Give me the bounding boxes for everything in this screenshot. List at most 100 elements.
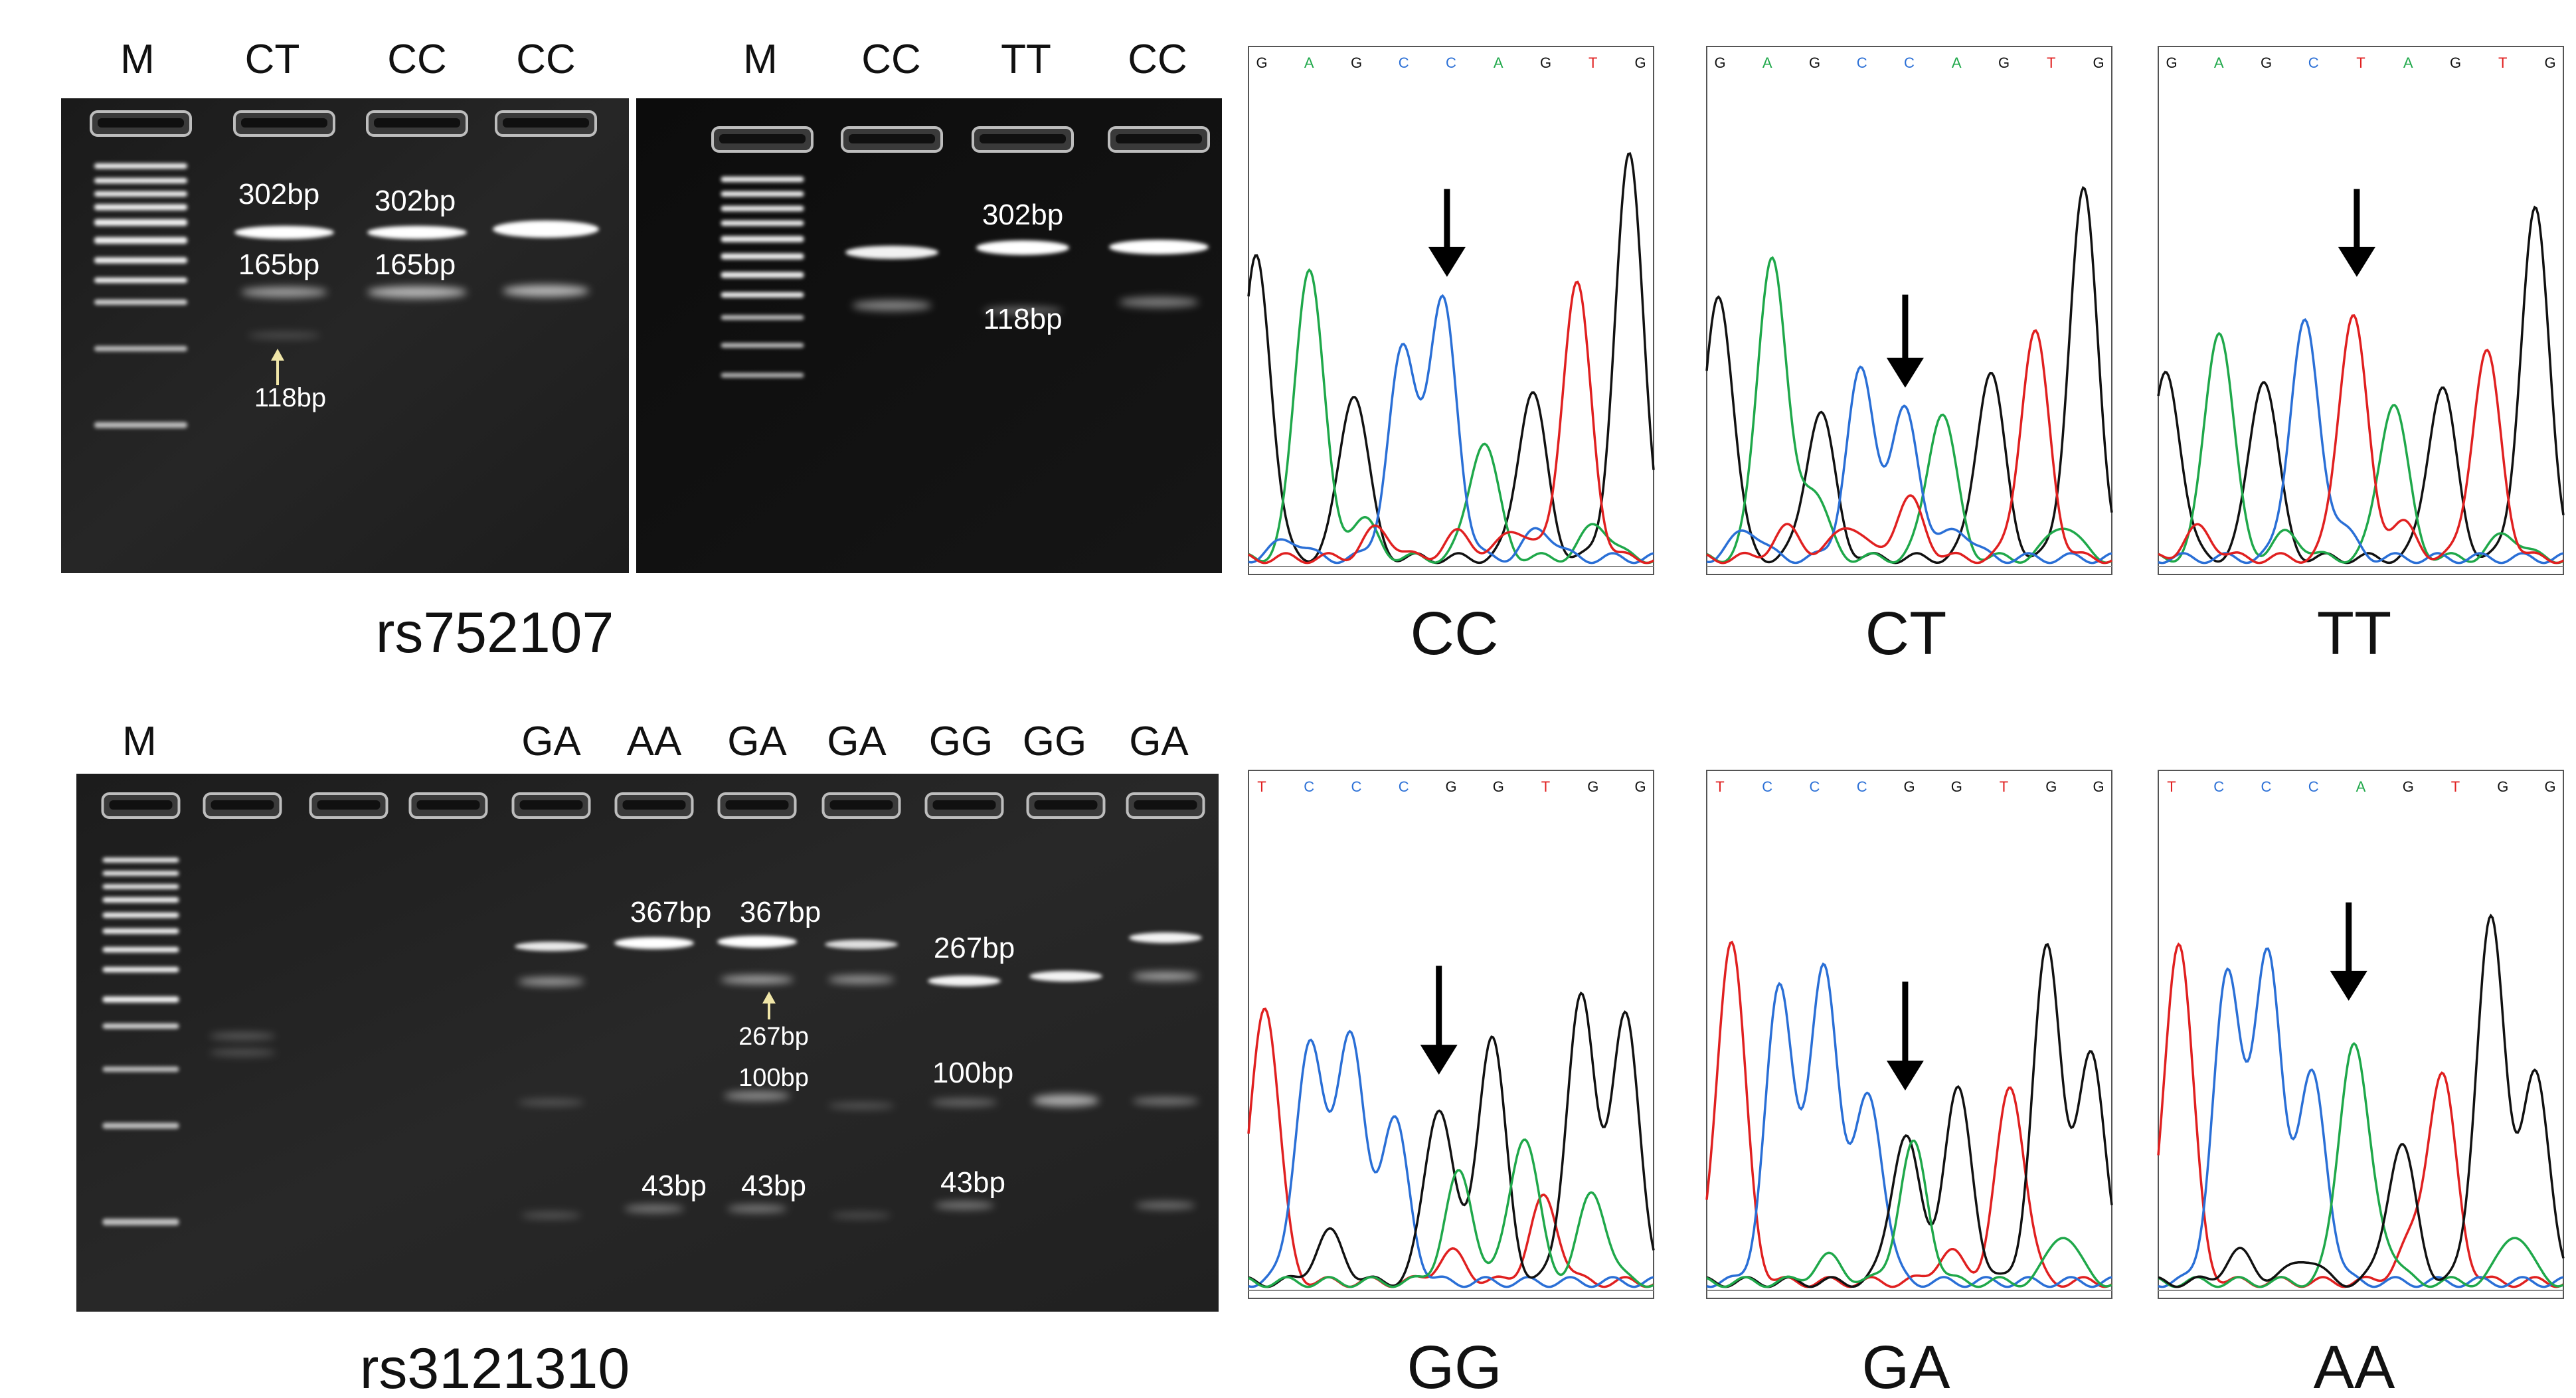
gel-band-faint [1132, 972, 1199, 980]
sequence-base: A [1304, 54, 1314, 71]
gel-well-inner [109, 800, 173, 810]
gel-band-faint [931, 1098, 997, 1106]
band-size-label: 302bp [375, 185, 456, 217]
trace-G [1705, 186, 2113, 565]
sequence-base: G [1493, 778, 1504, 795]
trace-C [2158, 318, 2564, 565]
lane-label: GA [827, 719, 887, 764]
trace-T [1248, 280, 1654, 565]
band-size-label: 100bp [738, 1064, 809, 1092]
genotype-label: AA [2314, 1334, 2395, 1398]
ladder-band [721, 220, 804, 226]
sequence-base: T [2498, 54, 2507, 71]
sequence-base: C [1904, 54, 1915, 71]
sequence-base: C [1399, 54, 1409, 71]
gel-band [367, 226, 467, 239]
sequence-base: T [2167, 778, 2176, 795]
sequence-base: G [2544, 54, 2555, 71]
gel-well-inner [719, 134, 806, 143]
gel-band-faint [727, 1205, 787, 1213]
trace-A [1248, 1138, 1654, 1288]
gel-band-faint [521, 1212, 581, 1219]
gel-well-inner [374, 118, 460, 128]
gel-well-inner [622, 800, 686, 810]
gel-band-faint [209, 1033, 276, 1039]
ladder-band [102, 1122, 179, 1129]
trace-C [1248, 1029, 1654, 1288]
sequence-base: C [1446, 54, 1456, 71]
sequence-base: C [2308, 54, 2319, 71]
genotype-label: GA [1862, 1334, 1951, 1398]
ladder-band [721, 272, 804, 278]
sequence-base: C [2308, 778, 2319, 795]
sequence-base: G [2403, 778, 2414, 795]
gel-band [1109, 240, 1209, 254]
band-size-label: 367bp [740, 896, 821, 928]
panel-title-rs3121310: rs3121310 [360, 1337, 630, 1398]
sequence-base: T [2000, 778, 2008, 795]
ladder-band [94, 219, 187, 226]
lane-label: CT [245, 37, 300, 82]
gel-band-faint [241, 287, 327, 298]
sequence-base: T [2047, 54, 2055, 71]
lane-label: CC [516, 37, 576, 82]
trace-G [2157, 205, 2565, 565]
lane-label: GA [727, 719, 787, 764]
ladder-band [721, 253, 804, 260]
ladder-band [721, 177, 804, 182]
gel-band-faint [209, 1049, 276, 1056]
lane-label: CC [1128, 37, 1187, 82]
band-size-label: 118bp [983, 303, 1062, 335]
sequence-base: G [2045, 778, 2057, 795]
chromatogram-frame [2158, 770, 2564, 1299]
trace-C [2158, 947, 2564, 1288]
gel-band-faint [721, 976, 794, 984]
sequence-base: G [2093, 778, 2104, 795]
ladder-band [721, 191, 804, 197]
gel-band-faint [1132, 1097, 1199, 1105]
sequence-base: G [1634, 54, 1646, 71]
sequence-base: G [2450, 54, 2461, 71]
band-size-label: 165bp [375, 248, 456, 281]
lane-label: AA [627, 719, 682, 764]
gel-band [614, 937, 694, 949]
lane-label: M [743, 37, 778, 82]
band-size-label: 302bp [238, 178, 319, 211]
band-pointer-arrow [762, 992, 776, 1019]
sequence-base: G [1998, 54, 2010, 71]
sequence-base: T [1541, 778, 1550, 795]
snp-arrow [1420, 966, 1458, 1075]
trace-A [1706, 1139, 2112, 1288]
sequence-base: T [1257, 778, 1266, 795]
sequence-base: G [1809, 54, 1820, 71]
sequence-base: T [2356, 54, 2365, 71]
sequence-base: G [1351, 54, 1362, 71]
trace-A [1248, 268, 1654, 565]
sequence-base: A [1952, 54, 1962, 71]
lane-label: GG [1023, 719, 1086, 764]
gel-band-faint [1119, 297, 1199, 307]
sequence-base: C [1857, 778, 1867, 795]
ladder-band [721, 343, 804, 348]
band-size-label: 43bp [642, 1170, 707, 1202]
ladder-band [721, 373, 804, 378]
gel-band-faint [1136, 1201, 1195, 1209]
gel-band-faint [518, 1099, 584, 1106]
sequence-base: C [1399, 778, 1409, 795]
gel-band-faint [983, 306, 1063, 315]
sequence-base: C [1762, 778, 1772, 795]
snp-arrow [2330, 902, 2367, 1001]
sequence-base: A [2403, 54, 2413, 71]
ladder-band [94, 346, 187, 351]
trace-G [1248, 991, 1655, 1288]
band-size-label: 267bp [934, 932, 1015, 964]
band-size-label: 165bp [238, 248, 319, 281]
trace-A [2158, 1041, 2564, 1288]
sequence-base: A [2356, 778, 2366, 795]
gel-band-faint [367, 286, 467, 298]
sequence-base: C [2261, 778, 2272, 795]
genotype-label: GG [1407, 1334, 1502, 1398]
trace-G [2158, 913, 2565, 1288]
